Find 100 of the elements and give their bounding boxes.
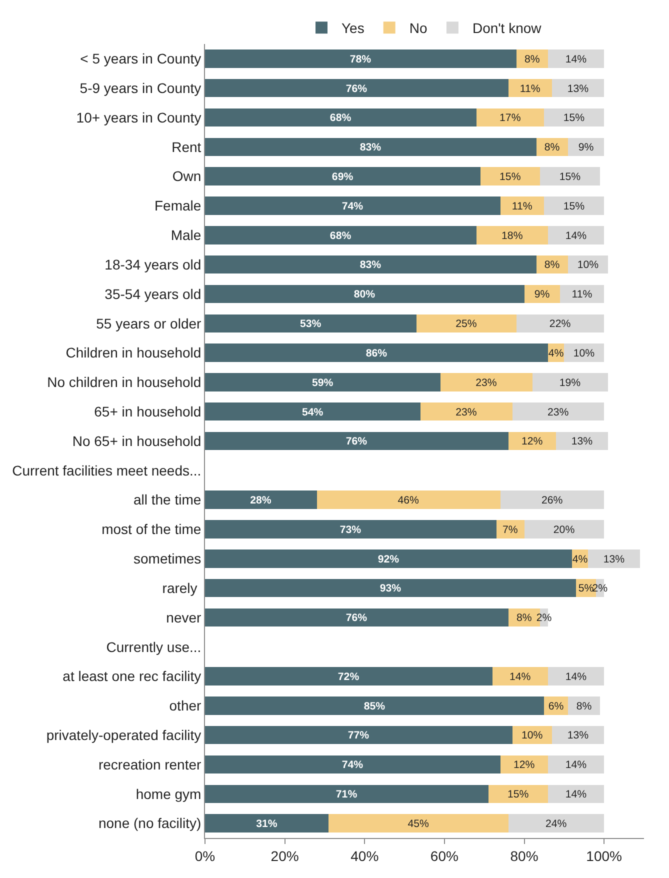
bar: [205, 402, 421, 421]
data-label: 4%: [572, 553, 588, 566]
x-tick-label: 80%: [510, 848, 538, 864]
bar: [205, 490, 317, 509]
data-label: 10%: [577, 259, 600, 272]
y-tick-label: none (no facility): [98, 815, 202, 832]
bar: [532, 373, 608, 392]
data-label: 2%: [592, 582, 608, 595]
data-label: 9%: [534, 288, 550, 301]
data-label: 73%: [340, 524, 362, 536]
x-tick-label: 60%: [430, 848, 458, 864]
data-label: 68%: [330, 112, 352, 124]
data-label: 12%: [514, 759, 536, 772]
bar: [205, 344, 548, 362]
bar: [205, 196, 500, 215]
data-label: 11%: [572, 288, 593, 301]
y-tick-label: most of the time: [102, 521, 202, 538]
bar: [416, 314, 516, 332]
bar: [205, 696, 544, 715]
data-label: 23%: [547, 406, 570, 418]
y-tick-label: Currently use...: [106, 638, 202, 655]
y-tick-label: No children in household: [47, 374, 202, 390]
legend-label: Yes: [342, 20, 364, 36]
data-label: 10%: [573, 347, 596, 360]
bar: [516, 314, 604, 332]
bar: [552, 78, 604, 98]
data-label: 8%: [544, 259, 560, 272]
bar: [564, 344, 604, 362]
data-label: 11%: [512, 200, 533, 212]
data-label: 6%: [548, 700, 564, 712]
bar: [512, 402, 604, 421]
bar: [205, 578, 576, 598]
bar: [548, 226, 604, 244]
data-label: 72%: [338, 670, 360, 683]
data-label: 45%: [408, 818, 430, 830]
data-label: 14%: [565, 670, 588, 683]
bar: [568, 696, 600, 715]
y-tick-label: never: [166, 609, 202, 626]
y-tick-label: home gym: [136, 786, 202, 802]
data-label: 23%: [476, 376, 498, 389]
data-label: 59%: [312, 376, 334, 389]
data-label: 15%: [563, 112, 586, 124]
data-label: 2%: [536, 612, 552, 624]
data-label: 77%: [348, 730, 370, 742]
bar: [328, 814, 508, 832]
data-label: 83%: [360, 259, 382, 272]
bar: [316, 490, 500, 509]
y-tick-label: Male: [170, 227, 202, 244]
bar: [544, 108, 604, 127]
bar: [205, 78, 508, 98]
bar: [205, 255, 536, 274]
bar: [552, 726, 604, 744]
data-label: 54%: [302, 406, 324, 418]
data-label: 28%: [250, 494, 272, 506]
data-label: 5%: [578, 582, 594, 595]
y-tick-label: at least one rec facility: [62, 668, 202, 684]
bar: [540, 167, 600, 186]
bar: [492, 667, 548, 686]
bar: [548, 50, 604, 68]
bar: [205, 108, 476, 127]
y-tick-label: Female: [154, 198, 202, 214]
data-label: 31%: [256, 818, 278, 830]
data-label: 15%: [563, 200, 586, 212]
data-label: 80%: [354, 288, 376, 301]
data-label: 19%: [559, 376, 582, 389]
data-label: 76%: [346, 82, 368, 95]
data-label: 76%: [346, 612, 368, 624]
data-label: 20%: [553, 524, 576, 536]
bar: [556, 432, 608, 450]
data-label: 71%: [336, 788, 358, 801]
bar: [205, 667, 492, 686]
data-label: 15%: [559, 171, 582, 184]
data-label: 86%: [366, 347, 388, 360]
data-label: 7%: [502, 524, 518, 536]
data-label: 15%: [508, 788, 530, 801]
bar: [205, 226, 476, 244]
bar: [476, 226, 548, 244]
data-label: 22%: [549, 318, 572, 330]
data-label: 18%: [502, 230, 524, 242]
bar: [205, 314, 417, 332]
bar: [548, 755, 604, 774]
bar: [500, 490, 604, 509]
y-tick-label: No 65+ in household: [72, 432, 202, 449]
bar: [488, 784, 548, 804]
bar: [588, 550, 640, 568]
data-label: 46%: [398, 494, 420, 506]
x-tick-label: 20%: [270, 848, 299, 864]
data-label: 23%: [456, 406, 478, 418]
data-label: 9%: [578, 142, 594, 154]
data-label: 4%: [548, 347, 564, 360]
bar: [205, 432, 508, 450]
bar: [500, 196, 544, 215]
data-label: 83%: [360, 142, 382, 154]
data-label: 14%: [510, 670, 532, 683]
bar: [476, 108, 544, 127]
y-tick-label: Children in household: [66, 344, 202, 361]
y-tick-label: 10+ years in County: [76, 109, 202, 126]
data-label: 8%: [544, 142, 560, 154]
data-label: 13%: [567, 730, 590, 742]
bar: [205, 138, 536, 156]
